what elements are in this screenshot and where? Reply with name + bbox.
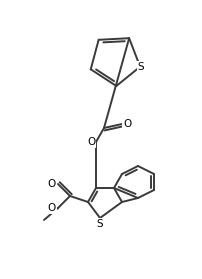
Text: S: S [138, 62, 144, 72]
Text: O: O [48, 179, 56, 189]
Text: S: S [97, 219, 103, 229]
Text: O: O [123, 119, 131, 129]
Text: O: O [87, 137, 95, 147]
Text: O: O [48, 203, 56, 213]
